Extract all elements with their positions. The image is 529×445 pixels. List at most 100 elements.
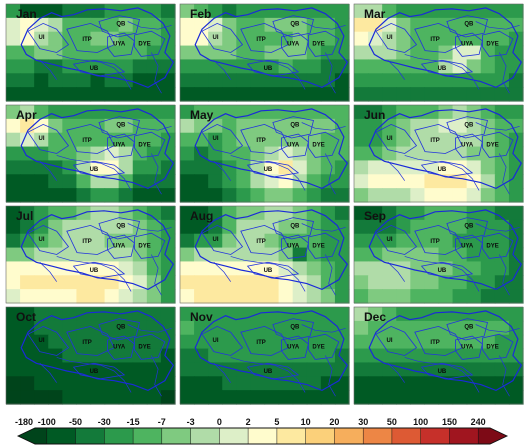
heatmap-cell xyxy=(264,376,280,391)
heatmap-cell xyxy=(48,59,63,74)
river-line xyxy=(150,52,162,94)
heatmap-cell xyxy=(76,275,92,290)
panel-jan: QB UI ITP UYA DYE UB Jan xyxy=(5,3,176,102)
heatmap-cell xyxy=(382,132,397,148)
heatmap-cell xyxy=(160,261,176,276)
basin-outline xyxy=(454,335,483,360)
heatmap-cell xyxy=(104,17,120,33)
heatmap-cell xyxy=(34,45,49,61)
heatmap-cell xyxy=(264,247,280,263)
heatmap-cell xyxy=(438,31,454,47)
heatmap-cell xyxy=(306,320,322,336)
basin-outline xyxy=(107,32,135,57)
heatmap-cell xyxy=(410,87,426,102)
panel-mar: QB UI ITP UYA DYE UB Mar xyxy=(353,3,524,102)
heatmap-cell xyxy=(62,261,78,276)
heatmap-cell xyxy=(34,247,49,263)
heatmap-cell xyxy=(118,334,134,350)
heatmap-cell xyxy=(334,390,350,405)
heatmap-cell xyxy=(146,219,162,235)
heatmap-cell xyxy=(278,289,294,304)
heatmap-cell xyxy=(438,4,454,19)
heatmap-cell xyxy=(306,188,322,203)
heatmap-cell xyxy=(132,174,148,189)
heatmap-cell xyxy=(146,146,162,162)
heatmap-cell xyxy=(396,146,411,162)
heatmap-cell xyxy=(48,261,63,276)
region-label-ub: UB xyxy=(264,268,273,274)
heatmap-cell xyxy=(236,261,252,276)
basin-outline xyxy=(98,318,140,341)
heatmap-cell xyxy=(264,146,280,162)
colorbar-cell xyxy=(190,428,220,444)
heatmap-cell xyxy=(410,390,426,405)
heatmap-cell xyxy=(180,45,195,61)
heatmap-cell xyxy=(118,160,134,175)
heatmap-cell xyxy=(76,73,92,88)
heatmap-cell xyxy=(118,105,134,120)
heatmap-cell xyxy=(194,17,209,33)
heatmap-cell xyxy=(236,17,252,33)
heatmap-cell xyxy=(208,188,223,203)
heatmap-cell xyxy=(382,146,397,162)
region-label-qb: QB xyxy=(116,122,126,128)
basin-outline xyxy=(246,59,300,77)
basin-outline xyxy=(420,362,474,380)
river-line xyxy=(127,223,172,232)
plateau-boundary xyxy=(368,209,523,291)
heatmap-cell xyxy=(320,45,336,61)
heatmap-cell xyxy=(208,174,223,189)
heatmap-cell xyxy=(278,219,294,235)
basin-outline xyxy=(375,325,418,356)
heatmap-cell xyxy=(494,275,510,290)
heatmap-cell xyxy=(48,247,63,263)
heatmap-cell xyxy=(180,376,195,391)
heatmap-cell xyxy=(160,289,176,304)
heatmap-cell xyxy=(368,17,383,33)
heatmap-cell xyxy=(76,87,92,102)
heatmap-cell xyxy=(424,376,440,391)
region-label-itp: ITP xyxy=(82,340,91,346)
heatmap-cell xyxy=(194,289,209,304)
heatmap-cell xyxy=(6,219,21,235)
colorbar-tick-label: -100 xyxy=(38,417,56,427)
heatmap-cell xyxy=(494,376,510,391)
heatmap-cell xyxy=(222,362,237,377)
heatmap-cell xyxy=(354,31,369,47)
heatmap-cell xyxy=(354,174,369,189)
heatmap-cell xyxy=(306,390,322,405)
heatmap-cell xyxy=(438,59,454,74)
heatmap-cell xyxy=(438,362,454,377)
basin-outline xyxy=(307,131,340,158)
heatmap-cell xyxy=(278,275,294,290)
heatmap-cell xyxy=(466,87,482,102)
heatmap-cell xyxy=(382,188,397,203)
heatmap-cell xyxy=(34,188,49,203)
heatmap-cell xyxy=(146,45,162,61)
panel-frame xyxy=(5,205,176,304)
panel-apr: QB UI ITP UYA DYE UB Apr xyxy=(5,104,176,203)
heatmap-cell xyxy=(264,390,280,405)
heatmap-cell xyxy=(410,247,426,263)
heatmap-cell xyxy=(396,348,411,364)
heatmap-cell xyxy=(334,362,350,377)
heatmap-cell xyxy=(354,188,369,203)
heatmap-cell xyxy=(382,275,397,290)
heatmap-cell xyxy=(320,73,336,88)
heatmap-cell xyxy=(334,233,350,249)
heatmap-cell xyxy=(250,390,266,405)
region-label-uya: UYA xyxy=(113,42,126,48)
heatmap-cell xyxy=(180,59,195,74)
heatmap-cell xyxy=(410,17,426,33)
heatmap-cell xyxy=(62,45,78,61)
heatmap-cell xyxy=(222,160,237,175)
heatmap-cell xyxy=(146,247,162,263)
heatmap-cell xyxy=(410,348,426,364)
colorbar-tick-label: 50 xyxy=(387,417,397,427)
heatmap-cell xyxy=(6,275,21,290)
heatmap-cell xyxy=(250,289,266,304)
heatmap-cell xyxy=(208,146,223,162)
region-label-ub: UB xyxy=(90,167,99,173)
region-label-ui: UI xyxy=(387,338,393,344)
